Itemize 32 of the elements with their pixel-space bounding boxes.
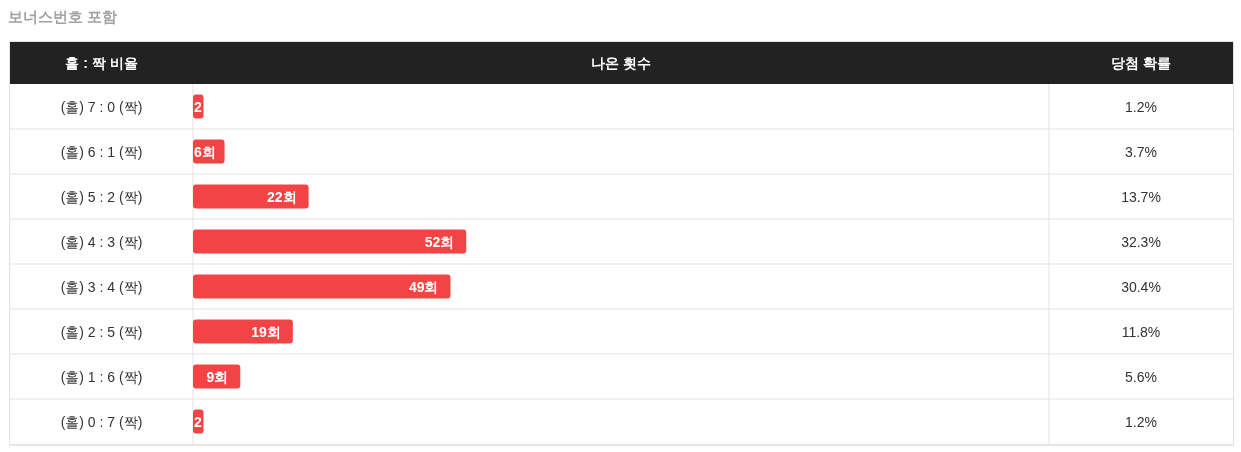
data-label: 19회 — [251, 323, 281, 340]
text: 5.6% — [1125, 368, 1157, 385]
y-tick-label: (홀) 3 : 4 (짝) — [60, 278, 143, 295]
text: 1.2% — [1125, 98, 1157, 115]
data-label: 2 — [194, 413, 202, 430]
text: 나온 횟수 — [591, 55, 651, 71]
data-label: 2 — [194, 98, 202, 115]
data-label: 6회 — [194, 143, 216, 160]
text: 11.8% — [1121, 323, 1161, 340]
bar — [193, 274, 451, 299]
y-tick-label: (홀) 6 : 1 (짝) — [60, 143, 143, 160]
data-label: 52회 — [424, 233, 455, 250]
text: 32.3% — [1121, 233, 1161, 250]
y-tick-label: (홀) 0 : 7 (짝) — [60, 413, 143, 430]
y-tick-label: (홀) 2 : 5 (짝) — [60, 323, 143, 340]
y-axis-title: 홀 : 짝 비율 — [65, 55, 138, 71]
bar — [193, 229, 467, 254]
text: 1.2% — [1125, 413, 1157, 430]
text: 보너스번호 포함 — [8, 8, 118, 25]
data-label: 9회 — [206, 368, 229, 385]
data-label: 22회 — [267, 188, 297, 205]
y-tick-label: (홀) 5 : 2 (짝) — [60, 188, 143, 205]
data-label: 49회 — [408, 278, 439, 295]
text: 당첨 확률 — [1111, 55, 1171, 71]
text: 30.4% — [1121, 278, 1161, 295]
y-tick-label: (홀) 1 : 6 (짝) — [60, 368, 143, 385]
text: 3.7% — [1125, 143, 1157, 160]
y-tick-label: (홀) 4 : 3 (짝) — [60, 233, 143, 250]
text: 13.7% — [1121, 188, 1161, 205]
bar — [193, 319, 293, 344]
y-tick-label: (홀) 7 : 0 (짝) — [60, 98, 143, 115]
bar — [193, 184, 309, 209]
